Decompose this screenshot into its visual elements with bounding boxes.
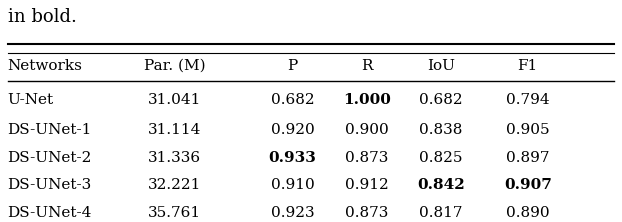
- Text: 0.900: 0.900: [345, 123, 389, 137]
- Text: 0.890: 0.890: [506, 206, 550, 220]
- Text: 0.873: 0.873: [345, 206, 388, 220]
- Text: 0.682: 0.682: [271, 93, 314, 107]
- Text: P: P: [287, 59, 297, 73]
- Text: 0.912: 0.912: [345, 178, 389, 192]
- Text: in bold.: in bold.: [7, 8, 77, 26]
- Text: 35.761: 35.761: [148, 206, 202, 220]
- Text: DS-UNet-1: DS-UNet-1: [7, 123, 92, 137]
- Text: Par. (M): Par. (M): [144, 59, 206, 73]
- Text: DS-UNet-2: DS-UNet-2: [7, 151, 92, 165]
- Text: 0.817: 0.817: [419, 206, 463, 220]
- Text: 0.923: 0.923: [271, 206, 314, 220]
- Text: Networks: Networks: [7, 59, 83, 73]
- Text: 0.897: 0.897: [506, 151, 549, 165]
- Text: IoU: IoU: [427, 59, 455, 73]
- Text: 0.825: 0.825: [419, 151, 463, 165]
- Text: 0.910: 0.910: [271, 178, 314, 192]
- Text: 0.907: 0.907: [504, 178, 552, 192]
- Text: 0.920: 0.920: [271, 123, 314, 137]
- Text: 0.838: 0.838: [419, 123, 463, 137]
- Text: 31.114: 31.114: [148, 123, 202, 137]
- Text: 0.682: 0.682: [419, 93, 463, 107]
- Text: DS-UNet-4: DS-UNet-4: [7, 206, 92, 220]
- Text: 31.336: 31.336: [148, 151, 202, 165]
- Text: 0.873: 0.873: [345, 151, 388, 165]
- Text: R: R: [361, 59, 373, 73]
- Text: DS-UNet-3: DS-UNet-3: [7, 178, 92, 192]
- Text: 0.794: 0.794: [506, 93, 550, 107]
- Text: 1.000: 1.000: [343, 93, 391, 107]
- Text: 32.221: 32.221: [148, 178, 202, 192]
- Text: U-Net: U-Net: [7, 93, 53, 107]
- Text: 31.041: 31.041: [148, 93, 202, 107]
- Text: 0.933: 0.933: [269, 151, 317, 165]
- Text: 0.905: 0.905: [506, 123, 550, 137]
- Text: F1: F1: [518, 59, 538, 73]
- Text: 0.842: 0.842: [417, 178, 465, 192]
